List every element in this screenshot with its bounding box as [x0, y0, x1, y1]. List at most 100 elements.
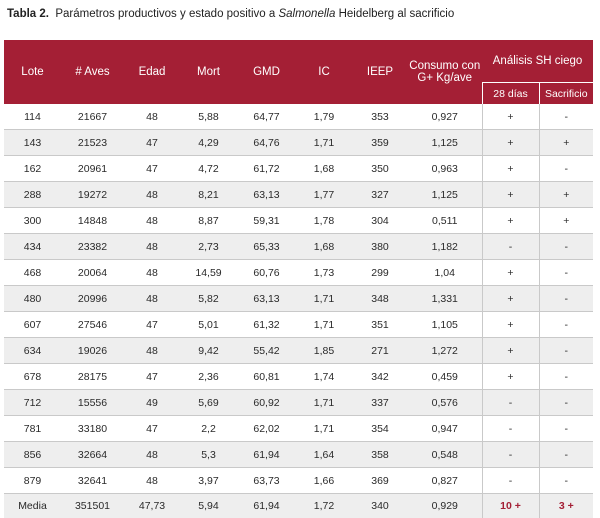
cell-sac: - [539, 234, 593, 260]
header-edad: Edad [124, 40, 180, 104]
media-cell-d28: 10 + [482, 494, 539, 518]
cell-ic: 1,71 [296, 312, 352, 338]
cell-d28: + [482, 104, 539, 130]
cell-gmd: 60,81 [237, 364, 296, 390]
cell-ic: 1,64 [296, 442, 352, 468]
cell-edad: 48 [124, 104, 180, 130]
media-cell-gmd: 61,94 [237, 494, 296, 518]
cell-lote: 879 [4, 468, 61, 494]
cell-aves: 23382 [61, 234, 124, 260]
cell-mort: 4,29 [180, 130, 237, 156]
cell-d28: + [482, 130, 539, 156]
cell-mort: 2,73 [180, 234, 237, 260]
caption-text-after: Heidelberg al sacrificio [339, 8, 455, 20]
cell-gmd: 61,94 [237, 442, 296, 468]
header-analisis: Análisis SH ciego [482, 40, 593, 83]
header-ic: IC [296, 40, 352, 104]
cell-aves: 21523 [61, 130, 124, 156]
media-cell-ic: 1,72 [296, 494, 352, 518]
cell-d28: + [482, 156, 539, 182]
cell-gmd: 62,02 [237, 416, 296, 442]
cell-edad: 47 [124, 312, 180, 338]
cell-lote: 712 [4, 390, 61, 416]
cell-consumo: 0,927 [408, 104, 482, 130]
cell-ic: 1,79 [296, 104, 352, 130]
cell-edad: 48 [124, 234, 180, 260]
cell-edad: 48 [124, 286, 180, 312]
cell-d28: + [482, 286, 539, 312]
header-28-dias: 28 días [482, 83, 539, 105]
cell-edad: 48 [124, 338, 180, 364]
cell-consumo: 0,511 [408, 208, 482, 234]
cell-edad: 48 [124, 208, 180, 234]
header-gmd: GMD [237, 40, 296, 104]
cell-d28: + [482, 312, 539, 338]
cell-gmd: 61,32 [237, 312, 296, 338]
caption-italic: Salmonella [278, 8, 335, 20]
cell-consumo: 0,827 [408, 468, 482, 494]
cell-sac: - [539, 364, 593, 390]
cell-ic: 1,71 [296, 390, 352, 416]
cell-gmd: 64,76 [237, 130, 296, 156]
cell-mort: 8,87 [180, 208, 237, 234]
header-mort: Mort [180, 40, 237, 104]
cell-lote: 856 [4, 442, 61, 468]
cell-sac: - [539, 468, 593, 494]
cell-aves: 28175 [61, 364, 124, 390]
cell-ieep: 351 [352, 312, 408, 338]
cell-aves: 20961 [61, 156, 124, 182]
cell-edad: 47 [124, 156, 180, 182]
cell-edad: 48 [124, 182, 180, 208]
cell-d28: - [482, 390, 539, 416]
cell-ic: 1,71 [296, 416, 352, 442]
cell-ieep: 271 [352, 338, 408, 364]
cell-sac: - [539, 416, 593, 442]
cell-ic: 1,73 [296, 260, 352, 286]
cell-gmd: 60,76 [237, 260, 296, 286]
cell-lote: 468 [4, 260, 61, 286]
cell-sac: - [539, 312, 593, 338]
media-cell-ieep: 340 [352, 494, 408, 518]
cell-consumo: 1,331 [408, 286, 482, 312]
cell-consumo: 0,548 [408, 442, 482, 468]
cell-mort: 4,72 [180, 156, 237, 182]
cell-ieep: 304 [352, 208, 408, 234]
cell-consumo: 0,459 [408, 364, 482, 390]
cell-ic: 1,77 [296, 182, 352, 208]
cell-ieep: 337 [352, 390, 408, 416]
cell-ieep: 348 [352, 286, 408, 312]
cell-lote: 678 [4, 364, 61, 390]
cell-ic: 1,74 [296, 364, 352, 390]
cell-mort: 5,82 [180, 286, 237, 312]
header-consumo-l2: G+ Kg/ave [417, 72, 472, 84]
cell-mort: 5,3 [180, 442, 237, 468]
media-cell-aves: 351501 [61, 494, 124, 518]
cell-aves: 27546 [61, 312, 124, 338]
cell-aves: 15556 [61, 390, 124, 416]
cell-lote: 288 [4, 182, 61, 208]
cell-sac: + [539, 208, 593, 234]
cell-edad: 48 [124, 442, 180, 468]
cell-lote: 480 [4, 286, 61, 312]
cell-sac: - [539, 286, 593, 312]
cell-mort: 5,88 [180, 104, 237, 130]
cell-lote: 114 [4, 104, 61, 130]
cell-aves: 33180 [61, 416, 124, 442]
cell-ieep: 380 [352, 234, 408, 260]
cell-lote: 434 [4, 234, 61, 260]
cell-lote: 634 [4, 338, 61, 364]
cell-ieep: 353 [352, 104, 408, 130]
